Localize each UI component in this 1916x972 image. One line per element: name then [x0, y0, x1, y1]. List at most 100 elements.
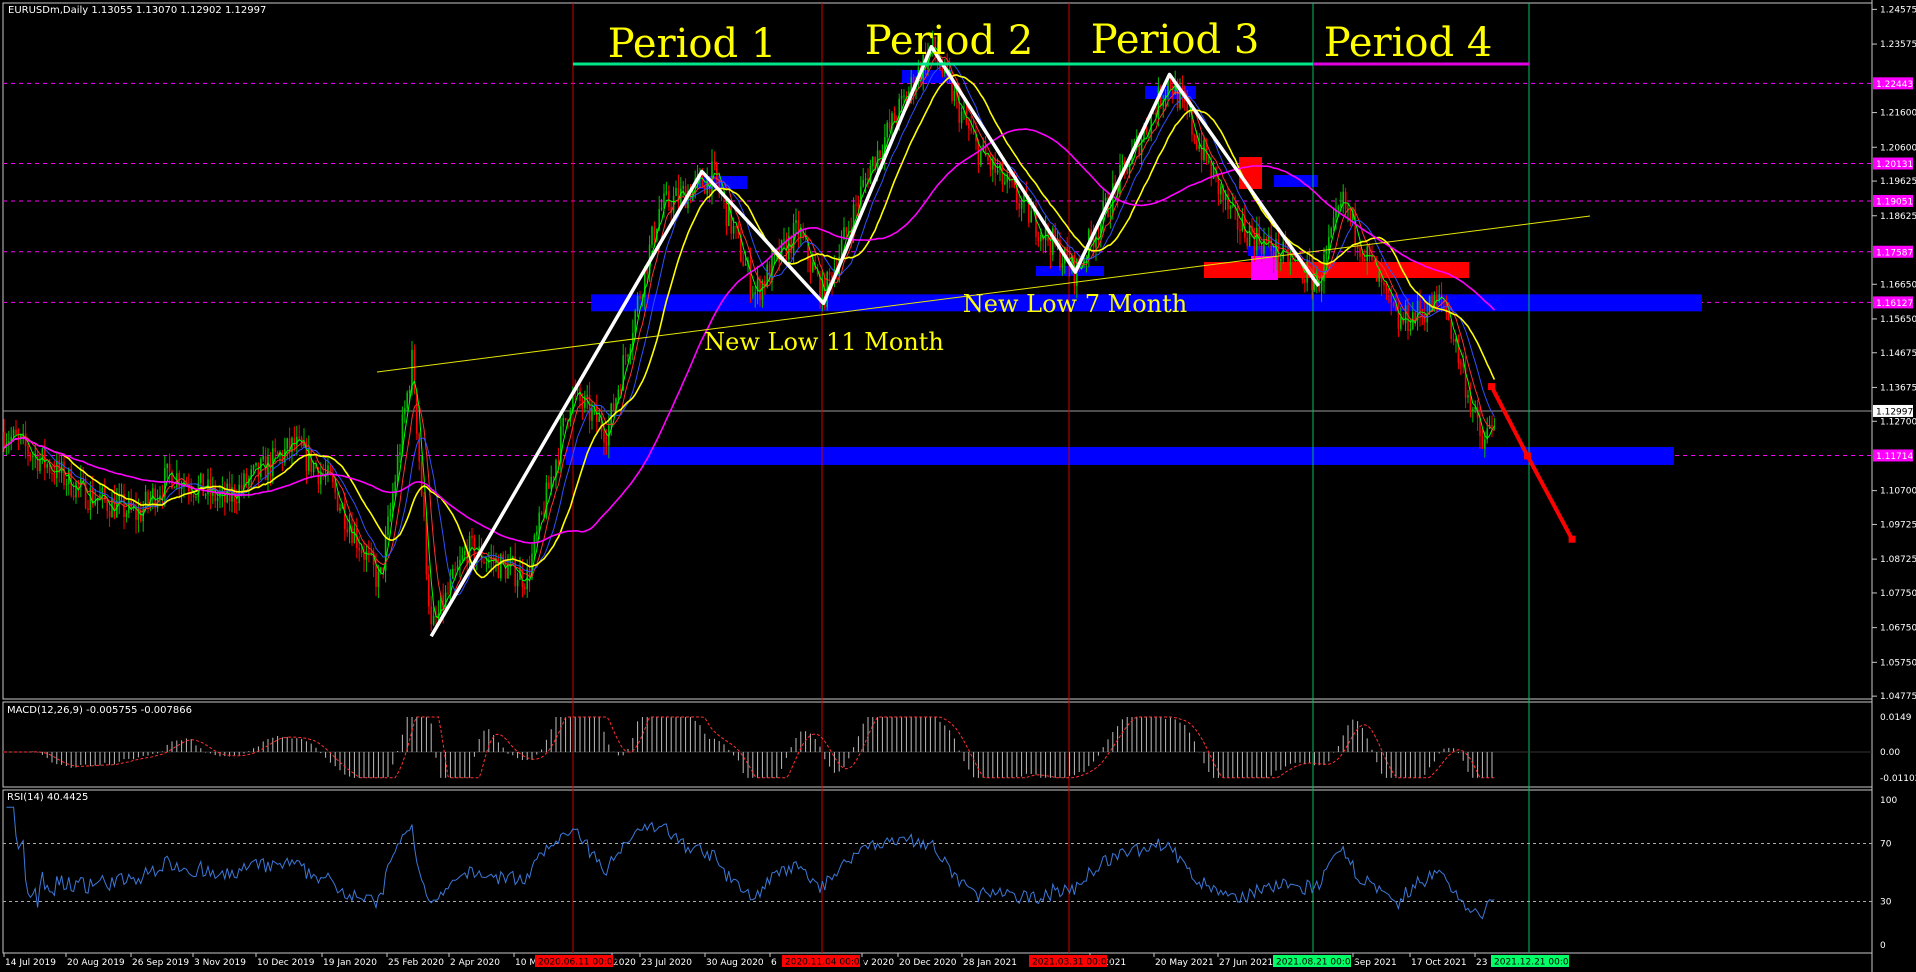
- candle-body: [670, 207, 672, 213]
- candle-body: [284, 448, 286, 463]
- candle-body: [320, 473, 322, 485]
- candle-body: [413, 349, 416, 393]
- candle-body: [1292, 258, 1294, 260]
- candle-body: [77, 481, 80, 485]
- candle-body: [701, 173, 704, 187]
- date-tick-label: 30 Aug 2020: [706, 958, 764, 968]
- candle-body: [351, 526, 353, 544]
- candle-body: [310, 448, 312, 473]
- candle-body: [617, 389, 620, 399]
- candle-body: [1376, 262, 1378, 282]
- candle-body: [401, 414, 404, 453]
- candle-body: [192, 494, 195, 497]
- candle-body: [456, 565, 459, 571]
- price-tag-label: 1.19051: [1876, 197, 1913, 207]
- candle-body: [898, 98, 900, 124]
- vline-tag-label: 2020.06.11 00:00: [538, 958, 619, 968]
- candle-body: [1448, 313, 1450, 321]
- vline-tag-box: [1491, 955, 1569, 967]
- candle-body: [624, 355, 627, 357]
- candle-body: [1277, 239, 1280, 262]
- candle-body: [420, 461, 423, 496]
- rsi-tick-label: 0: [1880, 941, 1886, 951]
- candle-body: [992, 158, 994, 170]
- candle-body: [504, 561, 507, 579]
- candle-body: [514, 556, 516, 587]
- candle-body: [394, 481, 396, 494]
- candle-body: [812, 262, 814, 272]
- candle-body: [821, 278, 824, 303]
- candle-body: [1361, 256, 1364, 259]
- price-tag-box: [1873, 296, 1913, 309]
- candle-body: [641, 297, 644, 299]
- candle-body: [788, 236, 790, 260]
- candle-body: [840, 239, 843, 257]
- candle-body: [1116, 185, 1119, 195]
- candle-body: [144, 491, 147, 509]
- candle-body: [87, 508, 89, 511]
- candle-body: [1191, 111, 1193, 135]
- candle-body: [1493, 425, 1496, 427]
- candle-body: [526, 568, 528, 590]
- candle-body: [1284, 241, 1287, 246]
- price-tag-box: [1873, 404, 1913, 417]
- candle-body: [1210, 161, 1212, 179]
- symbol-label: EURUSDm,Daily 1.13055 1.13070 1.12902 1.…: [8, 5, 266, 16]
- candle-body: [495, 558, 497, 563]
- vline-tag-box: [535, 955, 613, 967]
- candle-body: [120, 493, 123, 496]
- candle-body: [816, 269, 819, 274]
- candle-body: [636, 296, 639, 311]
- candle-body: [12, 429, 15, 437]
- candle-body: [1011, 180, 1013, 182]
- candle-body: [888, 122, 891, 129]
- candle-body: [368, 551, 370, 553]
- candle-body: [970, 128, 972, 131]
- rsi-tick-label: 70: [1880, 840, 1892, 850]
- candle-body: [800, 231, 802, 238]
- candle-body: [41, 448, 44, 459]
- candle-body: [711, 161, 713, 194]
- macd-signal: [4, 716, 1495, 779]
- candle-body: [51, 473, 53, 475]
- zones-layer: [566, 70, 1702, 465]
- price-tick-label: 1.13675: [1880, 383, 1916, 393]
- candle-body: [63, 461, 65, 485]
- candle-body: [485, 562, 488, 564]
- candle-body: [1457, 338, 1460, 363]
- candle-body: [500, 554, 502, 578]
- candle-body: [384, 534, 387, 571]
- candle-body: [1253, 233, 1256, 251]
- candle-body: [1445, 301, 1448, 314]
- candle-body: [848, 230, 850, 233]
- price-tick-label: 1.15650: [1880, 315, 1916, 325]
- candle-body: [1196, 140, 1198, 149]
- candle-body: [262, 456, 264, 460]
- candle-body: [428, 574, 430, 607]
- candle-body: [524, 587, 526, 590]
- candle-body: [99, 495, 101, 499]
- candle-body: [243, 473, 245, 489]
- candle-body: [113, 497, 116, 518]
- price-tag-box: [1873, 245, 1913, 258]
- candle-body: [356, 528, 358, 548]
- rsi-line: [3, 806, 1872, 920]
- candle-body: [108, 510, 111, 518]
- candle-body: [377, 571, 380, 587]
- candle-body: [1217, 173, 1220, 195]
- candle-body: [1368, 246, 1371, 256]
- candle-body: [675, 187, 677, 197]
- candle-body: [672, 196, 675, 213]
- candle-body: [1052, 228, 1054, 255]
- candle-body: [1037, 237, 1040, 242]
- candle-body: [1104, 197, 1107, 201]
- candle-body: [339, 508, 341, 511]
- candle-body: [214, 485, 216, 502]
- candle-body: [1174, 81, 1176, 95]
- candle-body: [360, 550, 363, 553]
- candle-body: [984, 144, 987, 157]
- candle-body: [387, 516, 389, 535]
- candle-body: [725, 196, 728, 227]
- candle-body: [452, 568, 454, 579]
